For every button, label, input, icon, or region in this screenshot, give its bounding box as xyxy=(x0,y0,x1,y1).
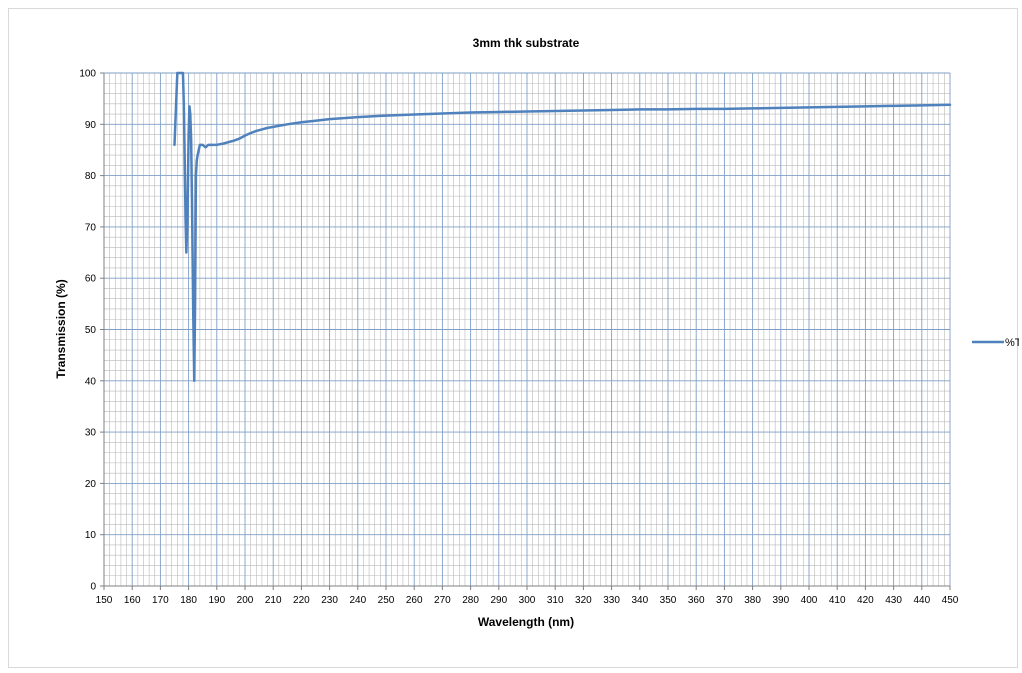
x-tick-label: 390 xyxy=(772,595,789,606)
y-tick-label: 10 xyxy=(85,530,97,541)
x-tick-label: 290 xyxy=(490,595,507,606)
major-gridlines xyxy=(103,72,951,587)
x-tick-label: 170 xyxy=(152,595,169,606)
y-tick-label: 20 xyxy=(85,479,97,490)
y-tick-label: 100 xyxy=(79,69,96,80)
y-tick-label: 0 xyxy=(90,582,96,593)
x-tick-label: 260 xyxy=(406,595,423,606)
legend-label: %T xyxy=(1005,337,1019,349)
x-tick-label: 320 xyxy=(575,595,592,606)
series-line xyxy=(173,71,952,383)
y-tick-label: 30 xyxy=(85,428,97,439)
y-axis-title: Transmission (%) xyxy=(54,279,68,378)
y-tick-label: 60 xyxy=(85,274,97,285)
x-tick-label: 230 xyxy=(321,595,338,606)
y-tick-label: 50 xyxy=(85,325,97,336)
x-tick-label: 220 xyxy=(293,595,310,606)
axes xyxy=(100,72,951,590)
series-group xyxy=(173,71,952,383)
x-tick-label: 350 xyxy=(660,595,677,606)
x-tick-label: 370 xyxy=(716,595,733,606)
chart-frame: 150 160 170 180 190 200 210 220 230 240 250 260 270 2… xyxy=(8,8,1019,668)
x-tick-label: 210 xyxy=(265,595,282,606)
y-tick-labels: 0 10 20 30 40 50 60 70 80 90 100 xyxy=(79,69,96,593)
x-tick-label: 340 xyxy=(631,595,648,606)
y-tick-label: 40 xyxy=(85,376,97,387)
x-tick-label: 240 xyxy=(349,595,366,606)
y-tick-label: 80 xyxy=(85,171,97,182)
x-tick-label: 400 xyxy=(801,595,818,606)
x-tick-label: 160 xyxy=(124,595,141,606)
x-tick-label: 280 xyxy=(462,595,479,606)
x-tick-label: 430 xyxy=(885,595,902,606)
x-tick-label: 330 xyxy=(603,595,620,606)
x-tick-label: 270 xyxy=(434,595,451,606)
x-tick-label: 420 xyxy=(857,595,874,606)
y-tick-label: 70 xyxy=(85,222,97,233)
x-tick-label: 150 xyxy=(96,595,113,606)
legend: %T xyxy=(972,337,1019,349)
x-tick-label: 300 xyxy=(519,595,536,606)
x-tick-label: 360 xyxy=(688,595,705,606)
x-tick-label: 200 xyxy=(237,595,254,606)
x-tick-label: 410 xyxy=(829,595,846,606)
x-tick-label: 180 xyxy=(180,595,197,606)
line-chart: 150 160 170 180 190 200 210 220 230 240 250 260 270 2… xyxy=(54,36,1019,629)
x-axis-title: Wavelength (nm) xyxy=(478,615,574,629)
x-tick-labels: 150 160 170 180 190 200 210 220 230 240 250 260 270 2… xyxy=(96,595,959,606)
x-tick-label: 450 xyxy=(942,595,959,606)
x-tick-label: 440 xyxy=(913,595,930,606)
y-tick-label: 90 xyxy=(85,120,97,131)
x-tick-label: 310 xyxy=(547,595,564,606)
x-tick-label: 380 xyxy=(744,595,761,606)
chart-title: 3mm thk substrate xyxy=(473,36,580,50)
x-tick-label: 250 xyxy=(378,595,395,606)
x-tick-label: 190 xyxy=(208,595,225,606)
